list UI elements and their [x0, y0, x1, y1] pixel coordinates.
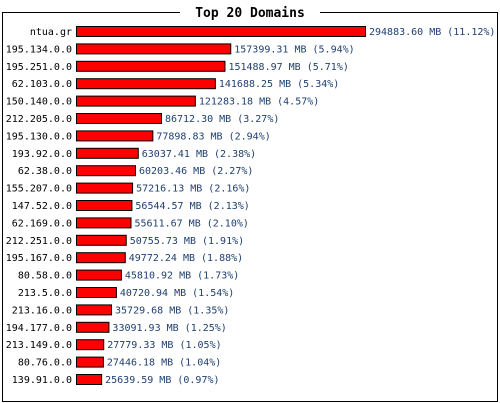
value-label: 63037.41 MB (2.38%)	[142, 149, 256, 160]
category-label: 155.207.0.0	[6, 184, 72, 195]
value-label: 27446.18 MB (1.04%)	[107, 358, 221, 369]
category-label: 195.130.0.0	[6, 131, 72, 142]
category-label: 212.205.0.0	[6, 114, 72, 125]
category-label: 150.140.0.0	[6, 97, 72, 108]
bar	[76, 269, 122, 281]
value-label: 45810.92 MB (1.73%)	[125, 271, 239, 282]
category-label: 195.134.0.0	[6, 44, 72, 55]
value-label: 77898.83 MB (2.94%)	[156, 131, 270, 142]
category-label: 212.251.0.0	[6, 236, 72, 247]
bar	[76, 356, 104, 368]
value-label: 57216.13 MB (2.16%)	[136, 184, 250, 195]
bar	[76, 130, 154, 142]
chart-title-background	[180, 4, 320, 22]
value-label: 294883.60 MB (11.12%)	[369, 27, 495, 38]
bar	[76, 113, 162, 124]
bar	[76, 95, 196, 107]
value-label: 56544.57 MB (2.13%)	[135, 201, 249, 212]
bar	[76, 26, 366, 37]
bar	[76, 252, 126, 264]
bar	[76, 217, 132, 229]
category-label: 80.76.0.0	[18, 358, 72, 369]
category-label: 194.177.0.0	[6, 323, 72, 334]
value-label: 60203.46 MB (2.27%)	[139, 166, 253, 177]
category-label: 193.92.0.0	[12, 149, 72, 160]
bar	[76, 321, 110, 333]
bar	[76, 147, 139, 159]
category-label: 147.52.0.0	[12, 201, 72, 212]
chart-title: Top 20 Domains	[195, 6, 305, 21]
value-label: 86712.30 MB (3.27%)	[165, 114, 279, 125]
value-label: 121283.18 MB (4.57%)	[199, 97, 319, 108]
bar	[76, 304, 113, 316]
chart-rows: ntua.gr 294883.60 MB (11.12%) 195.134.0.0 1…	[6, 26, 495, 386]
value-label: 35729.68 MB (1.35%)	[115, 305, 229, 316]
value-label: 49772.24 MB (1.88%)	[129, 253, 243, 264]
bar	[76, 43, 232, 55]
value-label: 25639.59 MB (0.97%)	[105, 375, 219, 386]
value-label: 27779.33 MB (1.05%)	[107, 340, 221, 351]
bar	[76, 234, 127, 246]
value-label: 141688.25 MB (5.34%)	[219, 79, 339, 90]
category-label: 62.38.0.0	[18, 166, 72, 177]
bar	[76, 182, 134, 194]
value-label: 151488.97 MB (5.71%)	[228, 62, 348, 73]
category-label: 213.5.0.0	[18, 288, 72, 299]
category-label: 62.103.0.0	[12, 79, 72, 90]
bar	[76, 165, 137, 177]
category-label: 80.58.0.0	[18, 271, 72, 282]
category-label: 195.251.0.0	[6, 62, 72, 73]
bar	[76, 60, 226, 72]
category-label: 62.169.0.0	[12, 218, 72, 229]
category-label: 139.91.0.0	[12, 375, 72, 386]
value-label: 157399.31 MB (5.94%)	[234, 44, 354, 55]
category-label: ntua.gr	[30, 27, 72, 38]
value-label: 33091.93 MB (1.25%)	[112, 323, 226, 334]
category-label: 195.167.0.0	[6, 253, 72, 264]
category-label: 213.16.0.0	[12, 305, 72, 316]
bar	[76, 339, 105, 351]
bar	[76, 287, 117, 298]
bar	[76, 200, 133, 211]
bar	[76, 78, 216, 90]
value-label: 50755.73 MB (1.91%)	[130, 236, 244, 247]
bar	[76, 374, 103, 385]
value-label: 55611.67 MB (2.10%)	[135, 218, 249, 229]
value-label: 40720.94 MB (1.54%)	[120, 288, 234, 299]
category-label: 213.149.0.0	[6, 340, 72, 351]
